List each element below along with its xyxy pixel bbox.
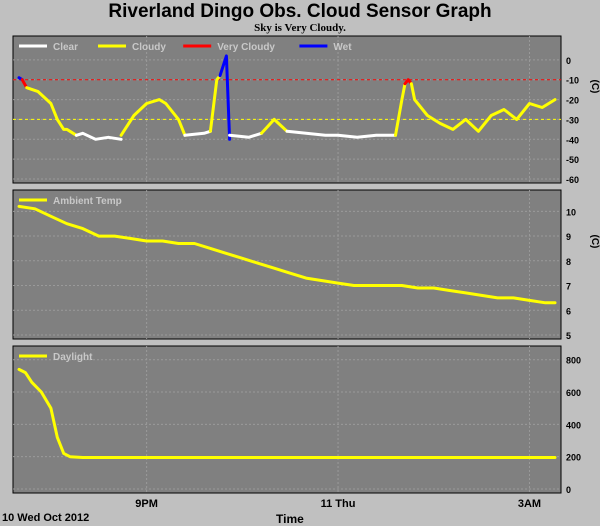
- y-tick-label: 400: [566, 420, 581, 430]
- y-tick-label: 9: [566, 232, 571, 242]
- y-tick-label: 0: [566, 485, 571, 495]
- plot-area-ambient: [12, 189, 562, 340]
- series-line: [260, 117, 289, 135]
- x-tick-label: 3AM: [518, 498, 541, 510]
- y-tick-label: 200: [566, 453, 581, 463]
- y-tick-label: 800: [566, 356, 581, 366]
- series-line: [25, 86, 78, 137]
- x-tick-label: 9PM: [135, 498, 158, 510]
- series-line: [218, 54, 232, 141]
- series-line: [403, 78, 413, 86]
- sky-status-subtitle: Sky is Very Cloudy.: [254, 22, 346, 34]
- legend-label: Cloudy: [132, 42, 166, 53]
- legend-label: Daylight: [53, 352, 93, 363]
- y-tick-label: -10: [566, 76, 579, 86]
- plot-area-daylight: [12, 345, 562, 494]
- plot-area-cloud: [12, 35, 562, 184]
- series-line: [183, 129, 212, 137]
- chart-title: Riverland Dingo Obs. Cloud Sensor Graph: [108, 1, 492, 22]
- y-tick-label: 0: [566, 56, 571, 66]
- series-line: [17, 367, 557, 459]
- y-tick-label: 10: [566, 207, 576, 217]
- y-tick-label: 6: [566, 306, 571, 316]
- series-line: [285, 129, 397, 139]
- x-tick-label: 11 Thu: [321, 498, 356, 510]
- legend-label: Wet: [333, 42, 352, 53]
- series-line: [20, 78, 29, 90]
- y-tick-label: 600: [566, 388, 581, 398]
- legend-label: Very Cloudy: [217, 42, 275, 53]
- y-tick-label: -20: [566, 96, 579, 106]
- y-tick-label: -40: [566, 135, 579, 145]
- y-tick-label: 7: [566, 282, 571, 292]
- x-axis-label: Time: [276, 512, 304, 526]
- series-line: [74, 131, 123, 141]
- series-line: [119, 98, 187, 137]
- y-tick-label: -50: [566, 155, 579, 165]
- y-tick-label: -60: [566, 175, 579, 185]
- legend-label: Ambient Temp: [53, 196, 122, 207]
- date-label: 10 Wed Oct 2012: [2, 512, 90, 524]
- y-tick-label: 5: [566, 331, 571, 341]
- y-tick-label: 8: [566, 257, 571, 267]
- y-unit-label: (C): [589, 235, 600, 249]
- series-line: [17, 204, 557, 305]
- series-line: [228, 131, 263, 139]
- series-line: [208, 74, 222, 133]
- legend-label: Clear: [53, 42, 78, 53]
- y-unit-label: (C): [589, 80, 600, 94]
- y-tick-label: -30: [566, 115, 579, 125]
- series-line: [394, 82, 407, 137]
- series-line: [409, 82, 557, 133]
